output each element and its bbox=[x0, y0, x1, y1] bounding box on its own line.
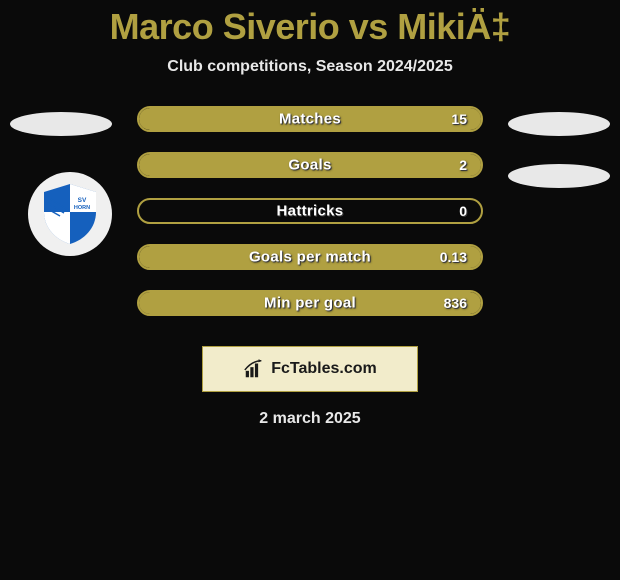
stat-row-matches: Matches 15 bbox=[137, 106, 483, 132]
avatar-placeholder-left bbox=[10, 112, 112, 136]
svg-text:SV: SV bbox=[78, 197, 87, 204]
stat-value: 0.13 bbox=[440, 249, 467, 265]
stat-row-goals: Goals 2 bbox=[137, 152, 483, 178]
shield-icon: SV HORN bbox=[38, 182, 102, 246]
stats-bars: Matches 15 Goals 2 Hattricks 0 Goals per… bbox=[137, 106, 483, 336]
stat-row-hattricks: Hattricks 0 bbox=[137, 198, 483, 224]
date-text: 2 march 2025 bbox=[0, 410, 620, 428]
avatar-placeholder-right-2 bbox=[508, 164, 610, 188]
stat-value: 836 bbox=[444, 295, 467, 311]
stat-label: Hattricks bbox=[139, 203, 481, 220]
source-logo-text: FcTables.com bbox=[271, 360, 377, 378]
subtitle: Club competitions, Season 2024/2025 bbox=[0, 58, 620, 76]
club-badge: SV HORN bbox=[28, 172, 112, 256]
page-title: Marco Siverio vs MikiÄ‡ bbox=[0, 0, 620, 48]
stat-row-min-per-goal: Min per goal 836 bbox=[137, 290, 483, 316]
bar-chart-icon bbox=[243, 358, 265, 380]
stat-value: 15 bbox=[451, 111, 467, 127]
svg-text:HORN: HORN bbox=[74, 205, 90, 211]
stat-label: Goals bbox=[139, 157, 481, 174]
source-logo-card: FcTables.com bbox=[202, 346, 418, 392]
stat-label: Goals per match bbox=[139, 249, 481, 266]
stat-value: 0 bbox=[459, 203, 467, 219]
stat-value: 2 bbox=[459, 157, 467, 173]
stat-label: Min per goal bbox=[139, 295, 481, 312]
avatar-placeholder-right-1 bbox=[508, 112, 610, 136]
stat-label: Matches bbox=[139, 111, 481, 128]
stats-area: SV HORN Matches 15 Goals 2 Hattricks 0 bbox=[0, 112, 620, 332]
club-badge-inner: SV HORN bbox=[38, 182, 102, 246]
stat-row-goals-per-match: Goals per match 0.13 bbox=[137, 244, 483, 270]
